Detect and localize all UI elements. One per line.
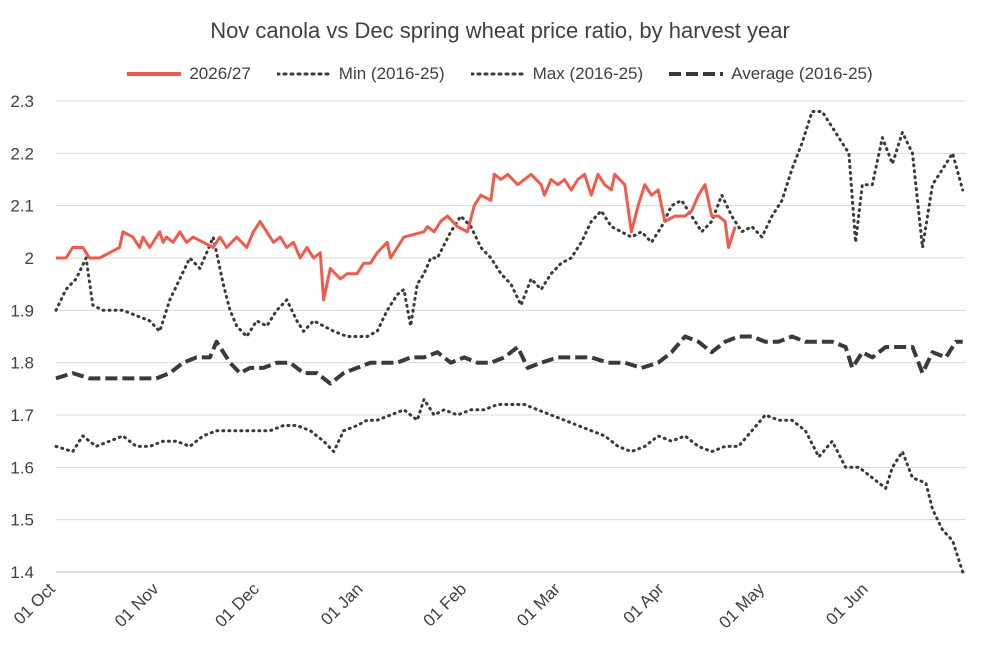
- series-lines: [54, 110, 965, 574]
- x-tick-label: 01 Jan: [317, 579, 367, 629]
- y-tick-label: 1.6: [10, 458, 34, 477]
- y-tick-label: 1.4: [10, 563, 34, 582]
- legend-swatch-dashed-average: [669, 72, 724, 76]
- x-tick-label: 01 Jun: [822, 579, 872, 629]
- legend-swatch-solid-red: [127, 72, 182, 76]
- y-tick-label: 1.5: [10, 511, 34, 530]
- y-tick-label: 2.1: [10, 197, 34, 216]
- series-line-min-2016-25: [54, 397, 965, 574]
- y-axis-tick-labels: 2.3 2.2 2.1 2 1.9 1.8 1.7 1.6 1.5 1.4: [10, 92, 34, 582]
- x-tick-label: 01 Dec: [211, 579, 263, 631]
- legend-label-average: Average (2016-25): [731, 64, 873, 83]
- x-tick-label: 01 May: [715, 579, 768, 632]
- series-line-2026-27: [56, 172, 737, 302]
- legend-item-average: Average (2016-25): [669, 64, 873, 84]
- series-line-max-2016-25: [54, 110, 965, 338]
- legend-label-max: Max (2016-25): [532, 64, 644, 83]
- legend-item-min: Min (2016-25): [276, 64, 445, 84]
- legend-swatch-dotted-max: [470, 72, 525, 76]
- x-axis-tick-labels: 01 Oct 01 Nov 01 Dec 01 Jan 01 Feb 01 Mar 01 A…: [10, 579, 872, 632]
- y-tick-label: 2: [25, 249, 34, 268]
- legend-item-max: Max (2016-25): [470, 64, 644, 84]
- legend-swatch-dotted-min: [276, 72, 331, 76]
- chart-title: Nov canola vs Dec spring wheat price rat…: [210, 18, 790, 43]
- legend: 2026/27 Min (2016-25) Max (2016-25) Aver…: [0, 64, 1000, 84]
- y-tick-label: 1.8: [10, 354, 34, 373]
- x-tick-label: 01 Oct: [10, 579, 59, 628]
- x-tick-label: 01 Feb: [419, 579, 470, 630]
- legend-label-min: Min (2016-25): [338, 64, 445, 83]
- legend-item-2026-27: 2026/27: [127, 64, 251, 84]
- legend-label-2026-27: 2026/27: [189, 64, 251, 83]
- gridlines: [56, 100, 966, 573]
- series-line-average-2016-25: [55, 334, 963, 386]
- x-tick-label: 01 Nov: [111, 579, 163, 631]
- x-tick-label: 01 Apr: [620, 579, 668, 627]
- x-tick-label: 01 Mar: [513, 579, 564, 630]
- y-tick-label: 1.7: [10, 406, 34, 425]
- y-tick-label: 2.3: [10, 92, 34, 111]
- y-tick-label: 1.9: [10, 301, 34, 320]
- y-tick-label: 2.2: [10, 144, 34, 163]
